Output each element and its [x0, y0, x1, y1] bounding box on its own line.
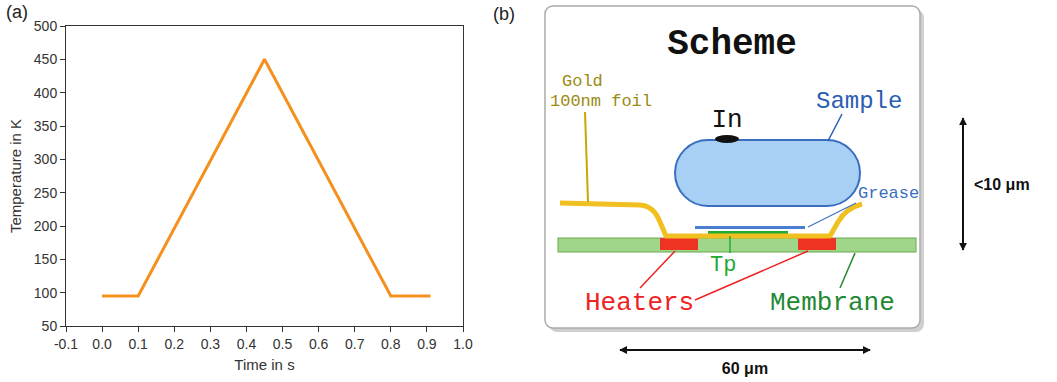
svg-text:0.1: 0.1: [128, 336, 148, 352]
svg-text:500: 500: [34, 18, 58, 34]
svg-text:250: 250: [34, 185, 58, 201]
svg-text:0.2: 0.2: [165, 336, 185, 352]
svg-text:(b): (b): [493, 4, 515, 24]
svg-text:0.3: 0.3: [201, 336, 221, 352]
svg-text:60 μm: 60 μm: [722, 360, 768, 377]
svg-text:350: 350: [34, 118, 58, 134]
svg-text:100: 100: [34, 285, 58, 301]
svg-text:300: 300: [34, 151, 58, 167]
svg-text:200: 200: [34, 218, 58, 234]
svg-text:450: 450: [34, 51, 58, 67]
svg-text:0.9: 0.9: [417, 336, 437, 352]
svg-text:0.4: 0.4: [237, 336, 257, 352]
svg-text:Membrane: Membrane: [770, 288, 895, 318]
svg-text:0.8: 0.8: [381, 336, 401, 352]
svg-text:Time in s: Time in s: [234, 356, 294, 373]
svg-text:Sample: Sample: [816, 88, 902, 115]
svg-text:Heaters: Heaters: [585, 288, 694, 318]
svg-text:0.7: 0.7: [345, 336, 365, 352]
svg-text:50: 50: [42, 318, 58, 334]
svg-text:-0.1: -0.1: [54, 336, 78, 352]
svg-text:100nm foil: 100nm foil: [550, 92, 652, 111]
svg-text:Grease: Grease: [858, 184, 919, 203]
svg-text:0.0: 0.0: [92, 336, 112, 352]
svg-text:Gold: Gold: [562, 72, 603, 91]
svg-text:In: In: [711, 105, 742, 135]
svg-text:Scheme: Scheme: [667, 24, 797, 65]
svg-text:Temperature in K: Temperature in K: [7, 119, 24, 233]
svg-text:Tp: Tp: [710, 253, 736, 278]
svg-text:150: 150: [34, 251, 58, 267]
svg-text:0.5: 0.5: [273, 336, 293, 352]
svg-text:1.0: 1.0: [453, 336, 473, 352]
svg-text:<10 μm: <10 μm: [974, 176, 1030, 193]
svg-text:0.6: 0.6: [309, 336, 329, 352]
html-text:(a): (a): [6, 2, 28, 22]
svg-text:400: 400: [34, 85, 58, 101]
